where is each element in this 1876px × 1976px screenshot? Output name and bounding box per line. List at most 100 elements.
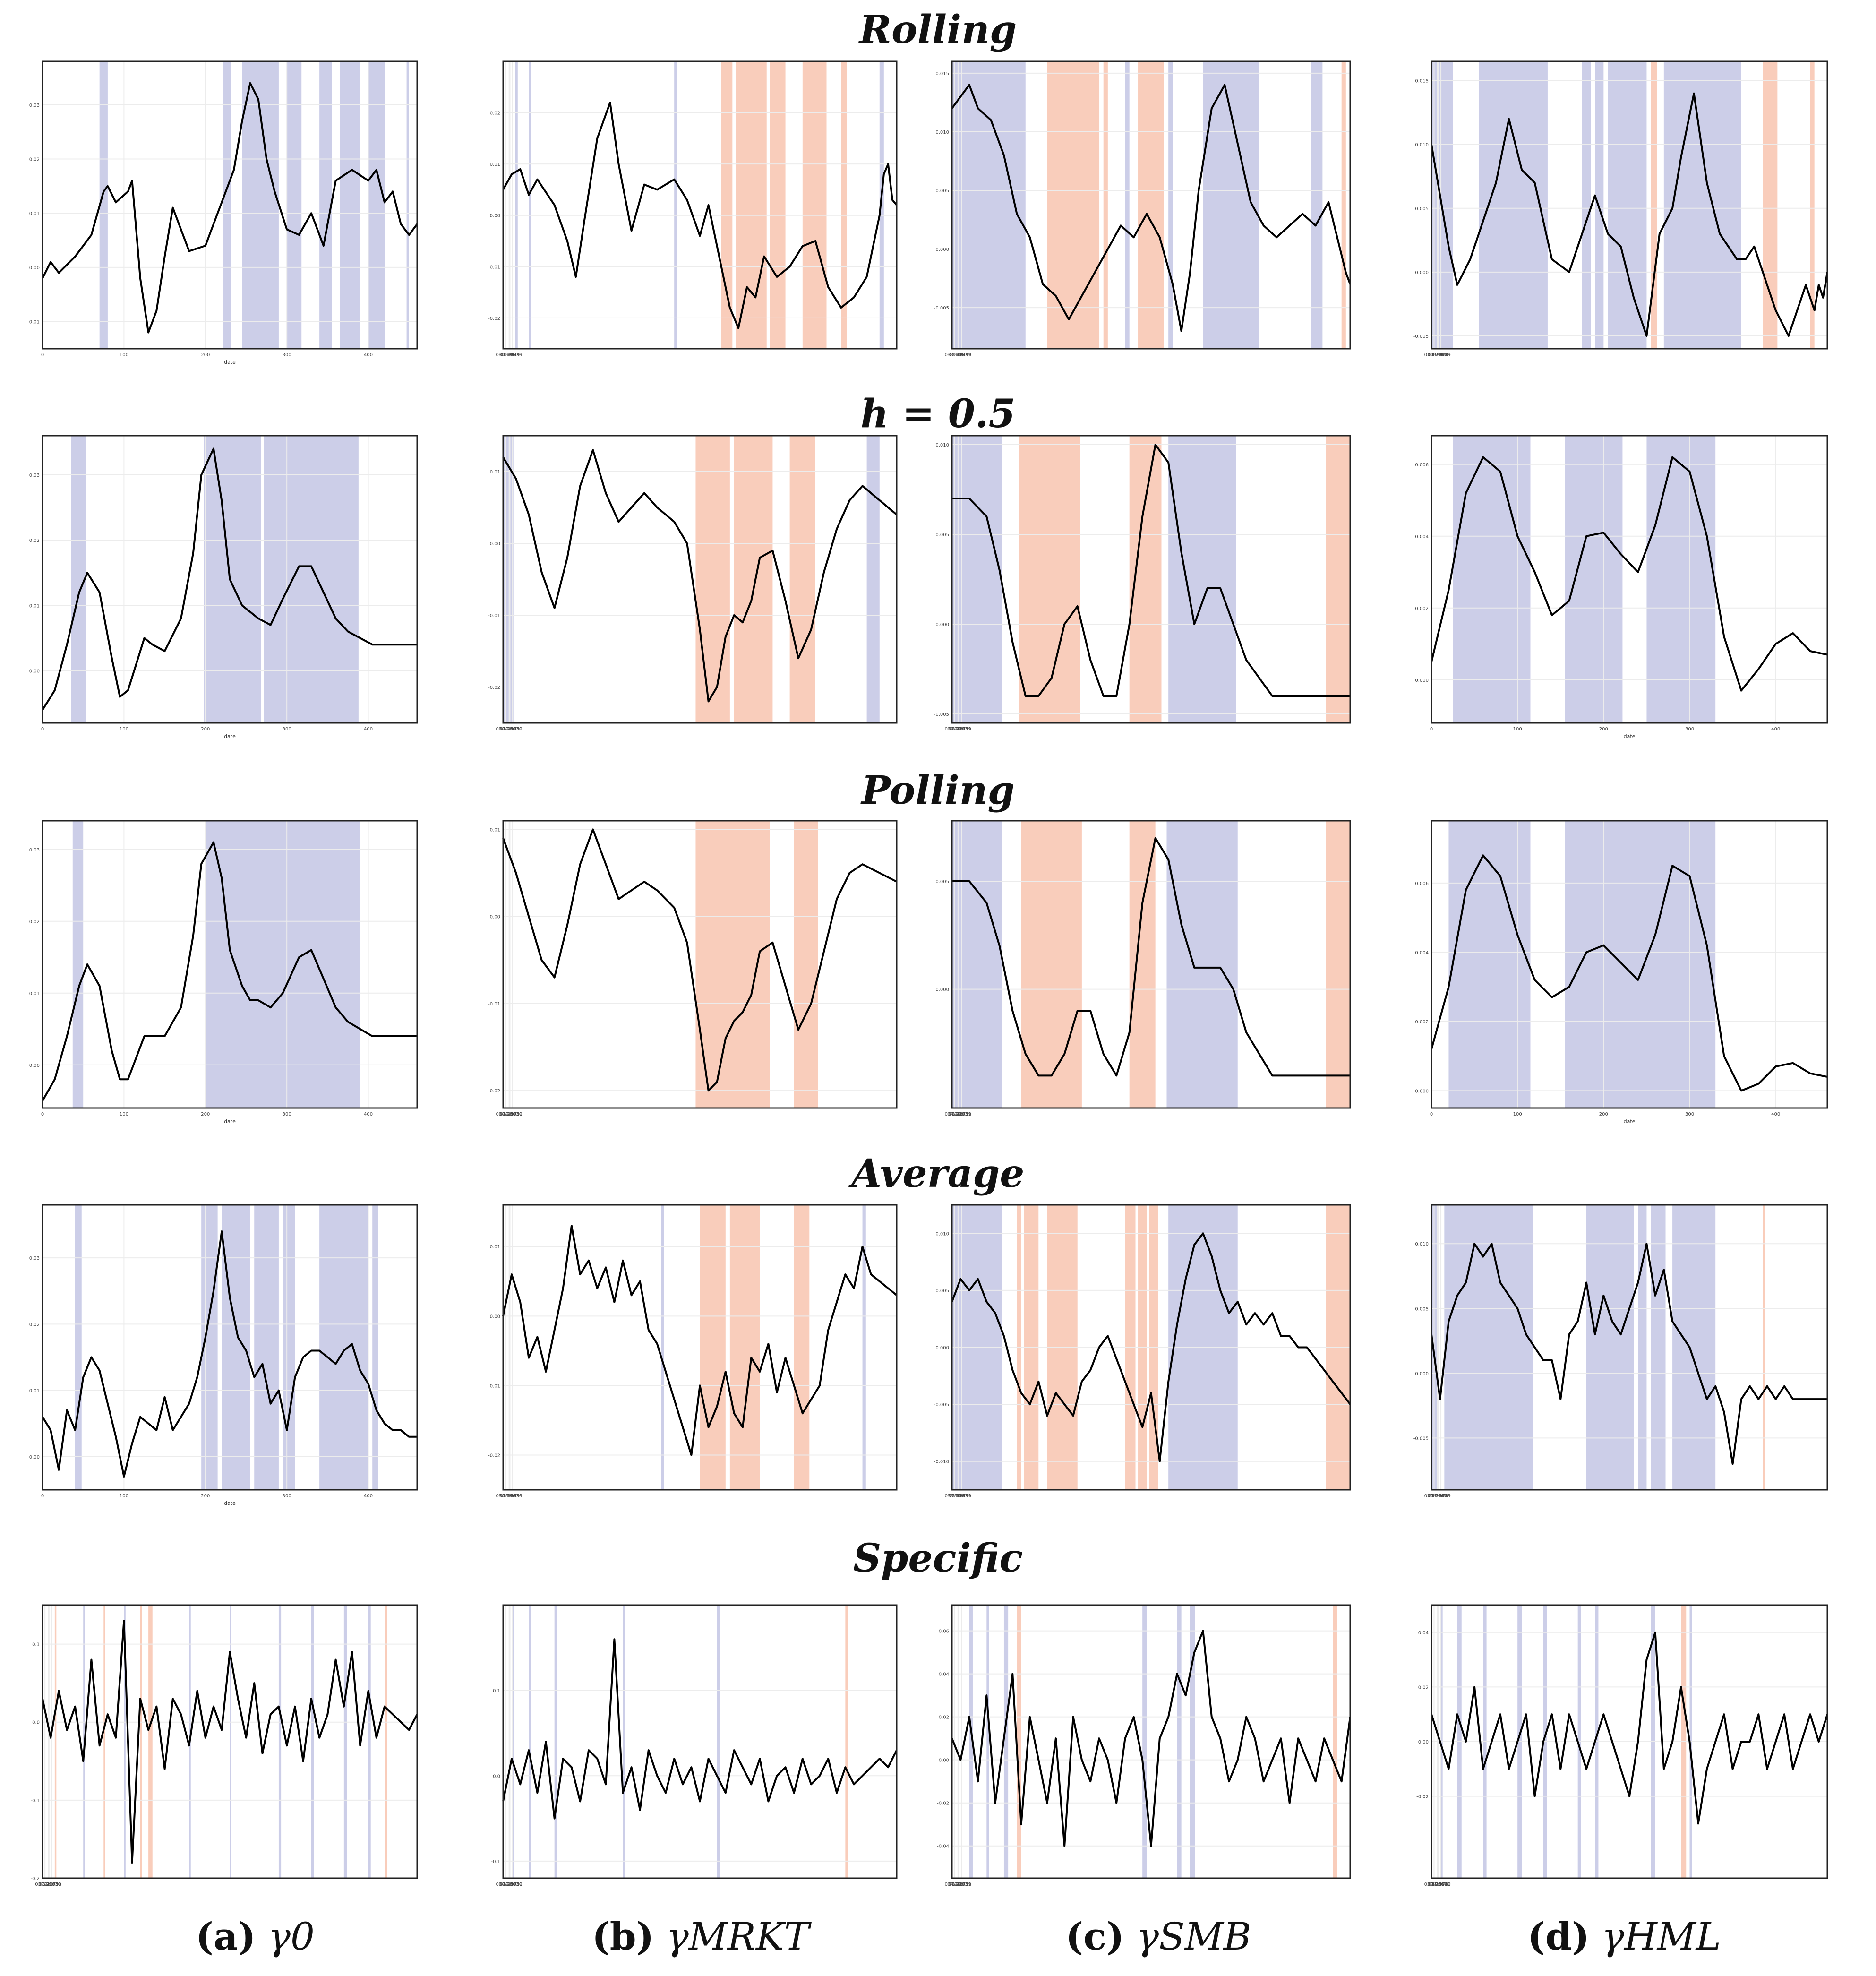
y-tick-label: 0.000	[935, 1346, 949, 1351]
x-tick-label: 07-2003	[1428, 1882, 1448, 1887]
chart-panel: 0.000 0.002 0.004 0.006 0 100 200 300 400 date	[1403, 435, 1828, 744]
negative-regime-band	[54, 1605, 57, 1878]
negative-regime-band	[1333, 1605, 1337, 1878]
positive-regime-band	[1177, 1605, 1182, 1878]
x-tick-label: 08-1979	[949, 1112, 969, 1117]
y-tick-label: -0.02	[488, 685, 500, 690]
x-tick-label: 11-1989	[42, 1882, 61, 1887]
plot-frame	[951, 435, 1351, 724]
series-line	[1431, 456, 1828, 692]
x-tick-label: 07-2003	[1428, 352, 1448, 358]
y-tick-label: 0.02	[29, 919, 40, 925]
y-tick-label: 0.00	[490, 541, 500, 547]
plot-frame	[1431, 820, 1828, 1109]
x-tick-label: 200	[1599, 1112, 1608, 1117]
positive-regime-band	[1646, 436, 1716, 723]
x-tick-label: 300	[283, 352, 291, 358]
x-tick-label: 07-2003	[948, 1112, 968, 1117]
negative-regime-band	[734, 436, 773, 723]
chart-svg: 0.000 0.002 0.004 0.006 0 100 200 300 400 date	[1415, 435, 1828, 739]
positive-regime-band	[1203, 61, 1259, 349]
y-tick-label: 0.000	[1415, 1371, 1429, 1376]
y-tick-label: 0.02	[29, 1322, 40, 1327]
chart-svg: 0.00 0.01 0.02 0.03 0 100 200 300 400 date	[29, 820, 418, 1125]
y-tick-label: 0.000	[935, 988, 949, 993]
y-tick-label: -0.005	[934, 306, 949, 311]
chart-panel: -0.005 0.000 0.005 0.010 08-1979 11-1989 03-19…	[924, 435, 1351, 744]
series-line	[42, 1230, 417, 1478]
negative-regime-band	[1326, 821, 1350, 1108]
positive-regime-band	[1125, 61, 1130, 349]
x-tick-label: 03-1996	[945, 1112, 965, 1117]
negative-regime-band	[770, 61, 786, 349]
y-tick-label: 0.01	[29, 603, 40, 609]
x-tick-label: 400	[1771, 1112, 1780, 1117]
x-tick-label: 03-1996	[35, 1882, 55, 1887]
negative-regime-band	[1103, 61, 1108, 349]
x-tick-label: 07-2003	[38, 1882, 58, 1887]
x-tick-label: 0	[41, 352, 44, 358]
x-tick-label: 300	[283, 727, 291, 732]
y-tick-label: 0.00	[1418, 1740, 1429, 1745]
y-tick-label: 0.000	[1415, 678, 1429, 683]
x-tick-label: 0	[41, 1112, 44, 1117]
x-axis-label: date	[1624, 1118, 1636, 1125]
x-tick-label: 11-1989	[1431, 1494, 1451, 1499]
positive-regime-band	[287, 61, 302, 349]
series-line	[42, 1620, 418, 1864]
positive-regime-band	[866, 436, 880, 723]
x-tick-label: 08-1979	[500, 1112, 520, 1117]
x-tick-label: 07-2003	[948, 352, 968, 358]
y-tick-label: -0.04	[937, 1844, 949, 1849]
y-tick-label: -0.01	[488, 1002, 500, 1007]
y-tick-label: 0.02	[29, 157, 40, 162]
x-tick-label: 03-1996	[945, 1494, 965, 1499]
x-tick-label: 07-2003	[948, 1882, 968, 1887]
positive-regime-band	[1168, 436, 1236, 723]
chart-panel: -0.02 -0.01 0.00 0.01 08-1979 11-1989 03-1996 0…	[475, 435, 898, 744]
x-tick-label: 08-1979	[1429, 352, 1448, 358]
negative-regime-band	[1047, 61, 1099, 349]
chart-svg: -0.02 -0.01 0.00 0.01 08-197911-198903-19960…	[488, 435, 898, 732]
series-line	[42, 841, 417, 1101]
plot-frame	[1431, 1604, 1828, 1879]
positive-regime-band	[1142, 1605, 1147, 1878]
chart-panel: -0.005 0.000 0.005 0.010 0.015 08-1979 11-1989…	[924, 60, 1351, 370]
chart-svg: -0.005 0.000 0.005 0.010 0.015 08-197911-1989…	[934, 60, 1351, 358]
x-axis-label: date	[224, 1118, 236, 1125]
x-tick-label: 11-2011	[1431, 1494, 1451, 1499]
positive-regime-band	[1565, 821, 1716, 1108]
x-tick-label: 08-1979	[500, 1882, 520, 1887]
chart-panel: -0.02 -0.01 0.00 0.01 0.02 08-1979 11-1989 03-1…	[475, 60, 898, 370]
negative-regime-band	[1763, 1205, 1765, 1490]
negative-regime-band	[1138, 61, 1164, 349]
x-tick-label: 11-1989	[951, 1494, 971, 1499]
positive-regime-band	[1663, 61, 1741, 349]
x-tick-label: 11-2011	[1431, 352, 1451, 358]
negative-regime-band	[841, 61, 847, 349]
x-tick-label: 200	[201, 727, 210, 732]
y-tick-label: 0.06	[939, 1629, 949, 1634]
y-tick-label: -0.01	[27, 320, 40, 325]
negative-regime-band	[103, 1605, 105, 1878]
x-tick-label: 08-1979	[500, 352, 520, 358]
positive-regime-band	[1190, 1605, 1195, 1878]
plot-frame	[502, 820, 898, 1109]
positive-regime-band	[952, 61, 1026, 349]
positive-regime-band	[278, 1605, 282, 1878]
positive-regime-band	[661, 1205, 664, 1490]
x-tick-label: 08-1979	[949, 1494, 969, 1499]
positive-regime-band	[1003, 1605, 1009, 1878]
chart-panel: -0.010 -0.005 0.000 0.005 0.010 08-1979 11-198…	[924, 1204, 1351, 1511]
negative-regime-band	[1017, 1605, 1021, 1878]
y-tick-label: -0.02	[488, 1453, 500, 1458]
y-tick-label: 0.002	[1415, 606, 1429, 611]
x-tick-label: 07-2003	[499, 1494, 519, 1499]
y-tick-label: 0.010	[1415, 1242, 1429, 1247]
positive-regime-band	[1586, 1205, 1634, 1490]
positive-regime-band	[222, 1205, 250, 1490]
x-tick-label: 0	[41, 1494, 44, 1499]
negative-regime-band	[729, 1205, 760, 1490]
y-tick-label: 0.1	[493, 1689, 500, 1694]
negative-regime-band	[721, 61, 733, 349]
